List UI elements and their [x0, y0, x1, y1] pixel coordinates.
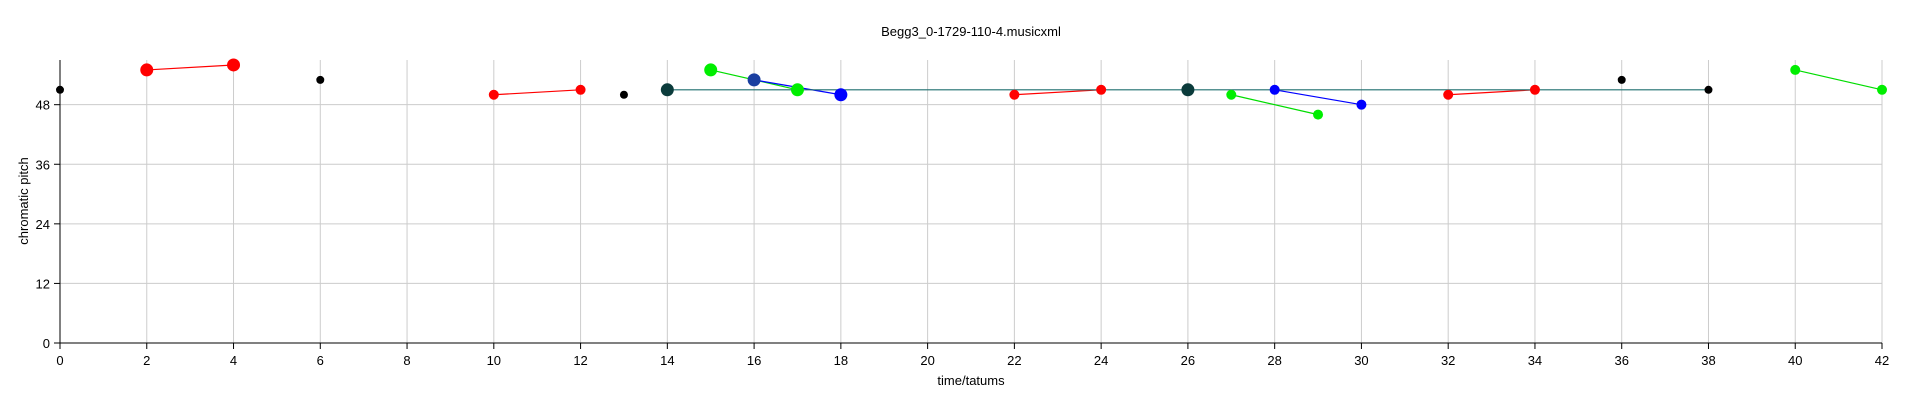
- note-point: [1096, 84, 1107, 95]
- x-tick-label: 28: [1267, 353, 1281, 368]
- x-tick-label: 20: [920, 353, 934, 368]
- note-point: [316, 75, 325, 84]
- x-tick-label: 36: [1614, 353, 1628, 368]
- x-tick-label: 10: [487, 353, 501, 368]
- chart-title: Begg3_0-1729-110-4.musicxml: [881, 24, 1061, 39]
- note-point: [1313, 109, 1324, 120]
- note-point: [1181, 83, 1195, 97]
- note-point: [790, 83, 804, 97]
- note-point: [227, 58, 241, 72]
- note-segment: [146, 64, 234, 71]
- note-point: [140, 63, 154, 77]
- note-point: [1269, 84, 1280, 95]
- note-point: [56, 85, 64, 94]
- x-tick-label: 24: [1094, 353, 1108, 368]
- x-tick-label: 22: [1007, 353, 1021, 368]
- x-tick-label: 0: [56, 353, 63, 368]
- note-point: [1356, 99, 1367, 110]
- x-tick-label: 42: [1875, 353, 1889, 368]
- note-segment: [1795, 69, 1883, 91]
- x-tick-label: 14: [660, 353, 674, 368]
- note-point: [488, 89, 499, 100]
- note-point: [747, 73, 761, 87]
- grid-layer: [59, 60, 1883, 344]
- x-tick-label: 4: [230, 353, 237, 368]
- note-point: [575, 84, 586, 95]
- note-segment: [1231, 94, 1319, 116]
- x-tick-label: 12: [573, 353, 587, 368]
- x-tick-label: 40: [1788, 353, 1802, 368]
- note-points: [56, 58, 1887, 120]
- note-point: [834, 88, 848, 102]
- note-point: [1877, 84, 1887, 95]
- x-tick-label: 2: [143, 353, 150, 368]
- x-tick-label: 30: [1354, 353, 1368, 368]
- y-tick-label: 36: [36, 157, 50, 172]
- x-tick-label: 26: [1181, 353, 1195, 368]
- x-tick-label: 32: [1441, 353, 1455, 368]
- y-axis-label: chromatic pitch: [16, 157, 31, 244]
- note-point: [1009, 89, 1020, 100]
- note-point: [1704, 85, 1713, 94]
- note-segment: [1274, 89, 1362, 106]
- x-tick-label: 16: [747, 353, 761, 368]
- note-segment: [493, 89, 581, 96]
- axes-layer: [59, 60, 1882, 344]
- note-point: [1226, 89, 1237, 100]
- x-ticks: 0 2 4 6 8 10 12 14 16 18 20 22 24 26 28 30 32 34 36 38 40 42: [56, 343, 1889, 368]
- note-point: [704, 63, 718, 77]
- y-tick-label: 24: [36, 217, 50, 232]
- note-point: [1443, 89, 1454, 100]
- y-tick-label: 12: [36, 276, 50, 291]
- y-tick-label: 48: [36, 98, 50, 113]
- x-tick-label: 34: [1528, 353, 1542, 368]
- note-point: [1529, 84, 1540, 95]
- x-tick-label: 38: [1701, 353, 1715, 368]
- x-tick-label: 18: [834, 353, 848, 368]
- note-point: [1790, 64, 1801, 75]
- note-segment: [1014, 89, 1102, 96]
- note-point: [660, 83, 674, 97]
- x-tick-label: 8: [403, 353, 410, 368]
- y-ticks: 0 12 24 36 48: [36, 98, 60, 351]
- note-point: [619, 90, 628, 99]
- y-tick-label: 0: [43, 336, 50, 351]
- x-axis-label: time/tatums: [937, 373, 1005, 388]
- x-tick-label: 6: [317, 353, 324, 368]
- note-segment: [1448, 89, 1535, 96]
- note-point: [1617, 75, 1626, 84]
